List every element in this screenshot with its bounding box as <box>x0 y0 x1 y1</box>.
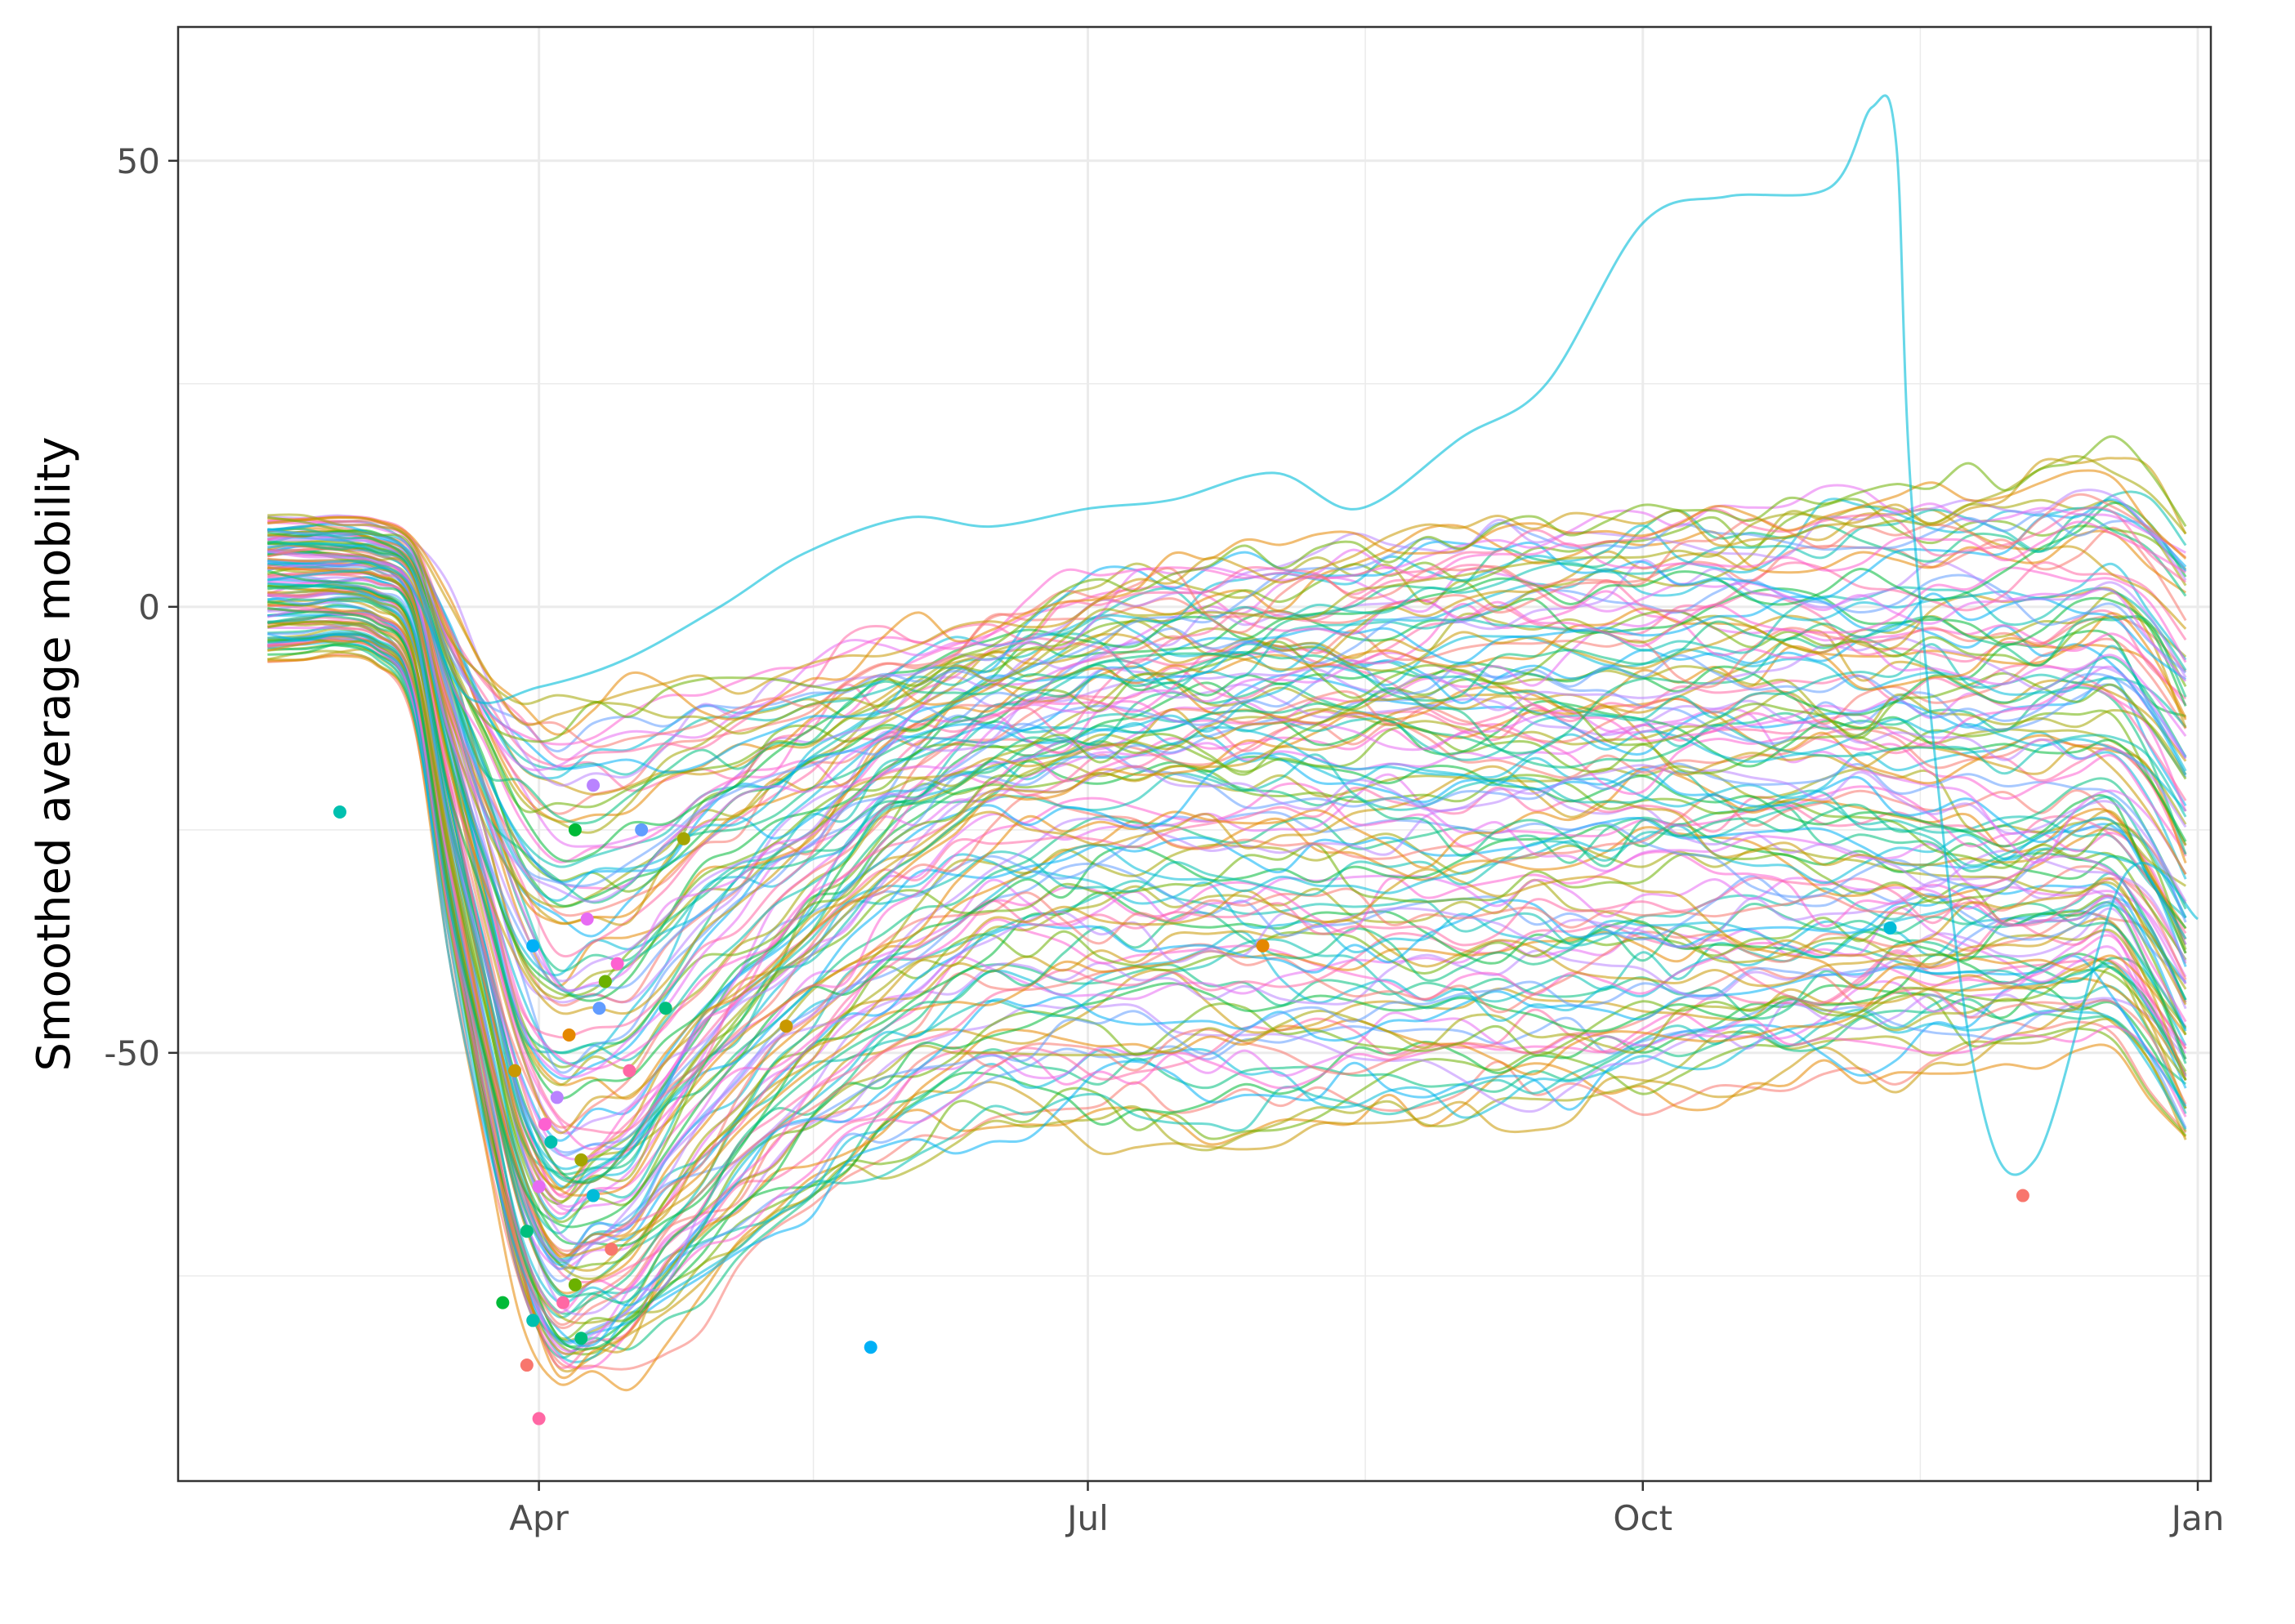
minimum-point <box>605 1243 618 1256</box>
series-line <box>267 520 2186 746</box>
series-line <box>267 654 2187 1392</box>
minimum-point <box>676 832 690 845</box>
minimum-point <box>562 1028 576 1042</box>
minimum-point <box>574 1332 588 1345</box>
minimum-point <box>580 912 594 926</box>
series-line <box>267 549 2186 1002</box>
minimum-point <box>526 1314 540 1327</box>
y-tick-label: 0 <box>138 587 160 627</box>
minimum-point <box>587 1189 601 1202</box>
series-line <box>267 560 2187 1135</box>
minimum-point <box>659 1002 672 1015</box>
y-axis: 50 0 -50 <box>104 141 178 1073</box>
series-line <box>267 551 2187 993</box>
series-line <box>267 598 2187 1257</box>
series-line <box>267 454 2187 735</box>
series-line <box>267 592 2187 1189</box>
x-axis: Apr Jul Oct Jan <box>509 1481 2224 1538</box>
series-line <box>267 542 2187 908</box>
minimum-point <box>544 1135 558 1149</box>
minimum-point <box>532 1412 546 1425</box>
series-line <box>267 509 2187 825</box>
series-line <box>267 570 2187 1150</box>
x-tick-label: Oct <box>1613 1498 1672 1538</box>
series-line <box>267 560 2187 1074</box>
series-line <box>267 609 2187 1262</box>
minimum-point <box>568 823 582 837</box>
series-line <box>267 533 2187 904</box>
minimum-point <box>635 823 649 837</box>
series-line <box>267 575 2187 1154</box>
minimum-point <box>520 1225 534 1238</box>
series-line <box>267 614 2187 1305</box>
series-line <box>267 435 2187 743</box>
minimum-point <box>587 779 601 792</box>
minimum-point <box>520 1359 534 1372</box>
series-line <box>267 611 2187 1266</box>
y-axis-label: Smoothed average mobility <box>28 436 81 1071</box>
x-tick-label: Apr <box>509 1498 569 1538</box>
series-line <box>267 502 2187 863</box>
y-tick-label: -50 <box>104 1033 160 1073</box>
minimum-point <box>1256 939 1270 953</box>
series-line <box>267 632 2187 1348</box>
minimum-point <box>496 1296 510 1309</box>
highlight-series-line <box>267 94 2199 1176</box>
minimum-point <box>598 975 612 988</box>
series-line <box>267 551 2187 997</box>
series-line <box>267 497 2187 780</box>
series-line <box>267 536 2187 888</box>
minimum-point <box>556 1296 570 1309</box>
series-line <box>267 632 2187 1351</box>
series-lines <box>266 94 2199 1392</box>
series-line <box>267 585 2187 1185</box>
series-line <box>267 587 2187 1191</box>
series-line <box>267 529 2187 792</box>
series-line <box>267 576 2187 1142</box>
minimum-point <box>779 1019 793 1033</box>
minimum-point <box>592 1002 606 1015</box>
series-line <box>267 560 2187 1100</box>
minimum-point <box>864 1341 877 1354</box>
minimum-point <box>538 1118 552 1131</box>
series-line <box>267 590 2187 1246</box>
series-line <box>267 497 2187 814</box>
minimum-point <box>623 1064 636 1077</box>
minimum-point <box>1883 921 1897 935</box>
series-line <box>267 563 2187 1079</box>
minimum-point <box>550 1091 564 1104</box>
minimum-point <box>532 1180 546 1193</box>
minimum-point <box>610 957 624 970</box>
series-line <box>267 534 2187 884</box>
minimum-point <box>2016 1189 2029 1202</box>
minimum-point <box>333 805 346 819</box>
series-line <box>267 506 2187 761</box>
series-line <box>267 596 2187 1216</box>
minimum-point <box>574 1153 588 1167</box>
x-tick-label: Jan <box>2169 1498 2225 1538</box>
series-line <box>267 543 2187 983</box>
minimum-points <box>333 779 2029 1425</box>
minimum-point <box>508 1064 522 1077</box>
minimum-point <box>526 939 540 953</box>
series-line <box>267 547 2187 958</box>
minimum-point <box>568 1278 582 1292</box>
x-tick-label: Jul <box>1065 1498 1109 1538</box>
y-tick-label: 50 <box>117 141 160 181</box>
panel-border <box>176 25 2212 1483</box>
